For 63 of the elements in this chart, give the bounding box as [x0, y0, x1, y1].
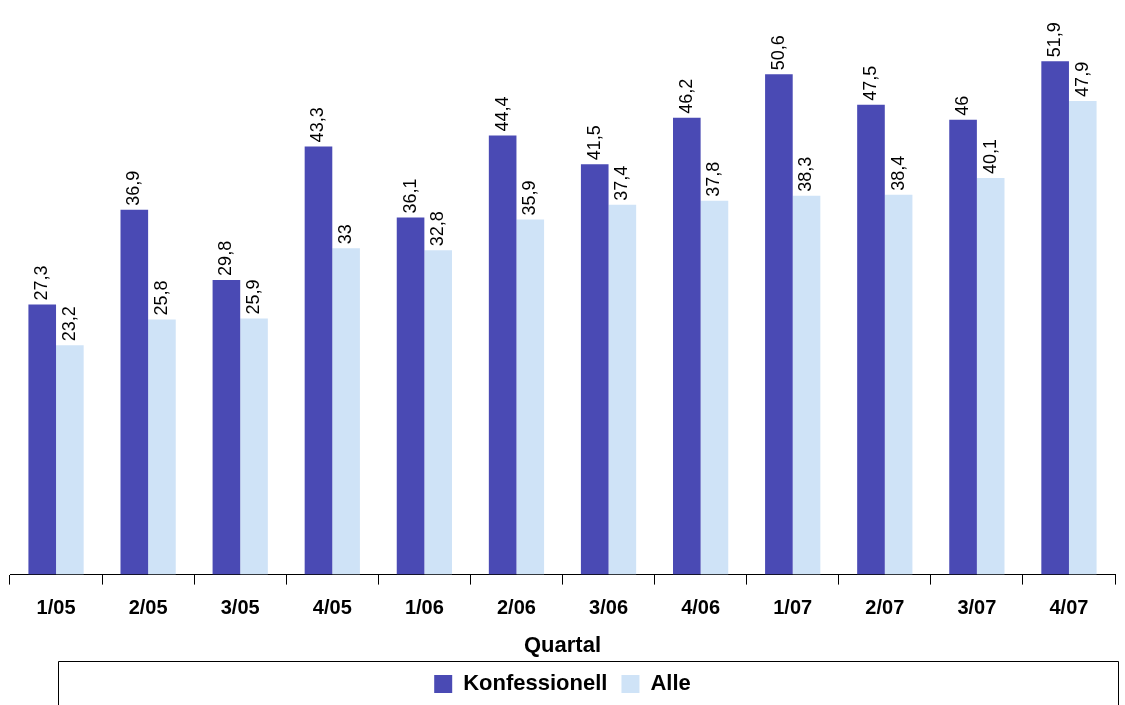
data-label: 43,3 [307, 107, 328, 143]
bar [424, 250, 452, 575]
data-label: 23,2 [58, 306, 79, 342]
x-tick-label: 1/07 [773, 596, 813, 619]
data-label: 47,5 [859, 65, 880, 101]
data-label: 40,1 [979, 138, 1000, 175]
bar [1068, 100, 1097, 575]
bar [120, 209, 149, 575]
data-label: 25,8 [150, 280, 171, 316]
bar [396, 217, 425, 575]
bar [673, 117, 701, 575]
data-label: 38,4 [887, 155, 908, 191]
x-tick-label: 2/07 [865, 596, 905, 619]
legend-label: Konfessionell [463, 670, 608, 696]
data-label: 46 [952, 95, 973, 116]
x-tick-label: 4/07 [1049, 596, 1089, 619]
legend-label: Alle [650, 670, 691, 696]
data-label: 44,4 [491, 96, 512, 132]
data-label: 41,5 [583, 125, 604, 161]
bar [976, 178, 1005, 575]
bar [700, 200, 729, 575]
data-label: 36,9 [123, 170, 144, 206]
bar [1041, 61, 1069, 575]
data-label: 27,3 [31, 265, 52, 301]
bar [332, 248, 360, 575]
data-label: 36,1 [399, 178, 420, 214]
bar [240, 318, 268, 575]
data-label: 32,8 [427, 211, 448, 247]
data-label: 37,4 [611, 165, 632, 201]
x-tick-label: 1/05 [36, 596, 76, 619]
bar [304, 146, 333, 575]
bar [516, 219, 545, 575]
bar [884, 194, 913, 575]
x-tick-label: 2/05 [128, 596, 168, 619]
x-tick-label: 2/06 [496, 596, 536, 619]
data-label: 29,8 [215, 240, 236, 276]
bar [608, 204, 637, 575]
data-label: 38,3 [795, 156, 816, 192]
bar [765, 74, 793, 575]
data-label: 50,6 [767, 35, 788, 71]
bar [580, 164, 609, 575]
x-tick-label: 3/07 [957, 596, 997, 619]
bar [56, 345, 84, 575]
data-label: 25,9 [242, 279, 263, 315]
x-tick-label: 4/06 [681, 596, 721, 619]
bar [857, 104, 885, 575]
bar [28, 304, 57, 575]
data-label: 51,9 [1044, 22, 1065, 58]
data-label: 46,2 [675, 78, 696, 114]
bar [792, 195, 821, 575]
x-tick-label: 3/06 [589, 596, 629, 619]
data-label: 37,8 [703, 161, 724, 197]
data-label: 33 [335, 224, 356, 245]
x-tick-label: 1/06 [404, 596, 444, 619]
bar [212, 279, 241, 575]
bar [949, 119, 977, 575]
data-label: 35,9 [519, 180, 540, 216]
data-label: 47,9 [1071, 61, 1092, 97]
bar [148, 319, 176, 575]
bar [488, 135, 517, 575]
x-tick-label: 4/05 [312, 596, 352, 619]
x-tick-label: 3/05 [220, 596, 260, 619]
x-axis-title: Quartal [523, 631, 602, 657]
